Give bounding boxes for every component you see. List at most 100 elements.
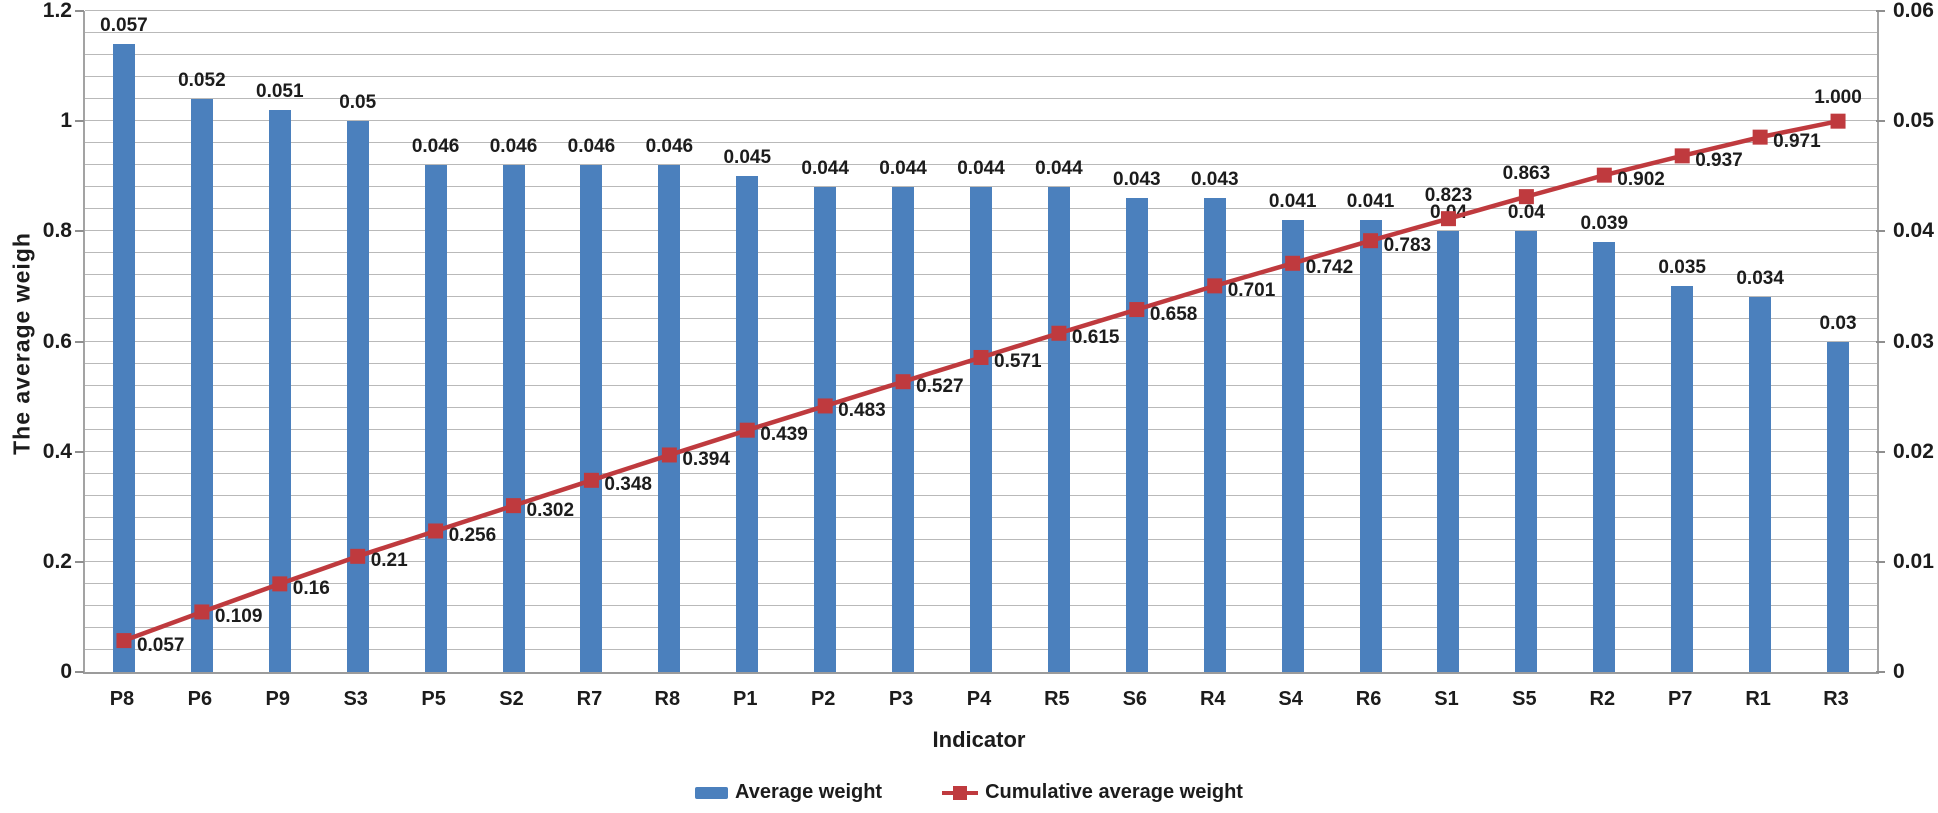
x-category-label: P3 bbox=[888, 688, 914, 710]
grid-line bbox=[85, 186, 1877, 188]
left-axis-tick-mark bbox=[75, 230, 84, 233]
x-category-label: S5 bbox=[1512, 688, 1537, 710]
cumulative-value-label: 0.783 bbox=[1383, 234, 1432, 256]
bar-value-label: 0.04 bbox=[1507, 202, 1545, 224]
grid-line bbox=[85, 164, 1877, 166]
bar-value-label: 0.05 bbox=[339, 92, 377, 114]
cumulative-value-label: 0.823 bbox=[1424, 184, 1473, 206]
line-marker-icon bbox=[1207, 278, 1223, 294]
x-category-label: P7 bbox=[1667, 688, 1693, 710]
bar bbox=[502, 165, 525, 672]
bar-value-label: 0.046 bbox=[489, 136, 538, 158]
grid-line bbox=[85, 32, 1877, 34]
cumulative-value-label: 1.000 bbox=[1814, 87, 1862, 109]
cumulative-value-label: 0.439 bbox=[760, 424, 808, 446]
bar-value-label: 0.034 bbox=[1736, 268, 1784, 290]
bar bbox=[1047, 187, 1070, 672]
line-marker-icon bbox=[1752, 129, 1768, 145]
cumulative-value-label: 0.527 bbox=[916, 375, 964, 397]
right-axis-tick-label: 0.03 bbox=[1893, 329, 1934, 353]
line-marker-icon bbox=[194, 604, 210, 620]
line-swatch-marker-icon bbox=[953, 785, 968, 800]
bar-series-swatch bbox=[695, 786, 729, 799]
x-category-label: P5 bbox=[421, 688, 446, 710]
bar bbox=[268, 110, 291, 672]
line-marker-icon bbox=[1596, 167, 1612, 183]
cumulative-value-label: 0.701 bbox=[1227, 279, 1276, 301]
x-axis-title: Indicator bbox=[932, 727, 1026, 752]
cumulative-value-label: 0.16 bbox=[292, 577, 330, 599]
bar bbox=[190, 99, 213, 672]
bar bbox=[970, 187, 992, 672]
bar-value-label: 0.046 bbox=[645, 136, 694, 158]
legend: Average weight Cumulative average weight bbox=[0, 781, 1938, 804]
x-category-label: R8 bbox=[654, 688, 681, 710]
cumulative-value-label: 0.902 bbox=[1617, 169, 1665, 191]
right-axis-tick-label: 0 bbox=[1893, 660, 1905, 683]
bar-value-label: 0.044 bbox=[879, 158, 927, 180]
bar bbox=[1359, 220, 1382, 672]
left-axis-tick-label: 0.2 bbox=[42, 549, 72, 573]
cumulative-value-label: 0.571 bbox=[994, 351, 1042, 373]
line-marker-icon bbox=[895, 374, 911, 390]
line-marker-icon bbox=[1674, 148, 1690, 164]
right-axis-tick-mark bbox=[1876, 560, 1885, 563]
bar bbox=[1281, 220, 1304, 672]
x-category-label: R5 bbox=[1044, 688, 1070, 710]
left-axis-tick-mark bbox=[75, 560, 84, 563]
left-axis-tick-mark bbox=[75, 450, 84, 453]
bar bbox=[1593, 242, 1616, 672]
right-axis-tick-mark bbox=[1876, 120, 1885, 123]
cumulative-value-label: 0.483 bbox=[838, 399, 886, 421]
bar bbox=[658, 165, 681, 672]
left-axis-tick-mark bbox=[75, 10, 84, 12]
grid-line bbox=[85, 10, 1877, 11]
bar bbox=[1515, 231, 1538, 672]
line-marker-icon bbox=[661, 447, 677, 463]
cumulative-value-label: 0.256 bbox=[448, 524, 497, 546]
legend-label-average-weight: Average weight bbox=[735, 781, 883, 803]
grid-line bbox=[85, 54, 1877, 56]
line-marker-icon bbox=[116, 633, 132, 649]
bar-value-label: 0.039 bbox=[1580, 213, 1629, 235]
bar-value-label: 0.041 bbox=[1346, 191, 1395, 213]
cumulative-value-label: 0.302 bbox=[526, 499, 575, 521]
bar-value-label: 0.052 bbox=[178, 70, 226, 92]
legend-item-average-weight: Average weight bbox=[695, 781, 882, 804]
left-axis-tick-label: 0.6 bbox=[42, 329, 72, 353]
line-marker-icon bbox=[506, 498, 522, 514]
right-axis-tick-label: 0.06 bbox=[1893, 0, 1934, 22]
line-marker-icon bbox=[583, 472, 599, 488]
right-axis-tick-mark bbox=[1876, 340, 1885, 343]
right-axis-tick-mark bbox=[1876, 230, 1885, 233]
bar bbox=[424, 165, 447, 672]
left-axis-tick-label: 1 bbox=[60, 109, 72, 133]
cumulative-value-label: 0.971 bbox=[1773, 131, 1821, 153]
bar bbox=[346, 121, 369, 672]
bar-value-label: 0.044 bbox=[1035, 158, 1083, 180]
left-axis-tick-mark bbox=[75, 671, 84, 673]
right-axis-tick-label: 0.05 bbox=[1893, 109, 1934, 133]
right-axis-tick-mark bbox=[1876, 10, 1885, 12]
cumulative-value-label: 0.348 bbox=[604, 474, 652, 496]
x-category-label: P9 bbox=[265, 688, 291, 710]
line-marker-icon bbox=[739, 422, 755, 438]
x-category-label: P1 bbox=[733, 688, 758, 710]
bar bbox=[1203, 198, 1226, 672]
x-category-label: R7 bbox=[576, 688, 603, 710]
right-axis-tick-label: 0.01 bbox=[1893, 549, 1934, 573]
x-category-label: S3 bbox=[343, 688, 368, 710]
grid-line bbox=[85, 142, 1877, 144]
grid-line bbox=[85, 120, 1877, 122]
left-axis-tick-label: 0.8 bbox=[42, 219, 72, 243]
left-axis-tick-label: 0 bbox=[60, 660, 72, 683]
bar-value-label: 0.041 bbox=[1268, 191, 1317, 213]
bar bbox=[1437, 231, 1460, 672]
cumulative-value-label: 0.742 bbox=[1305, 257, 1354, 279]
bar-value-label: 0.035 bbox=[1658, 257, 1706, 279]
x-category-label: P8 bbox=[109, 688, 135, 710]
line-marker-icon bbox=[973, 349, 989, 365]
x-category-label: P6 bbox=[187, 688, 213, 710]
bar-value-label: 0.045 bbox=[723, 147, 772, 169]
right-axis-tick-label: 0.04 bbox=[1893, 219, 1934, 243]
